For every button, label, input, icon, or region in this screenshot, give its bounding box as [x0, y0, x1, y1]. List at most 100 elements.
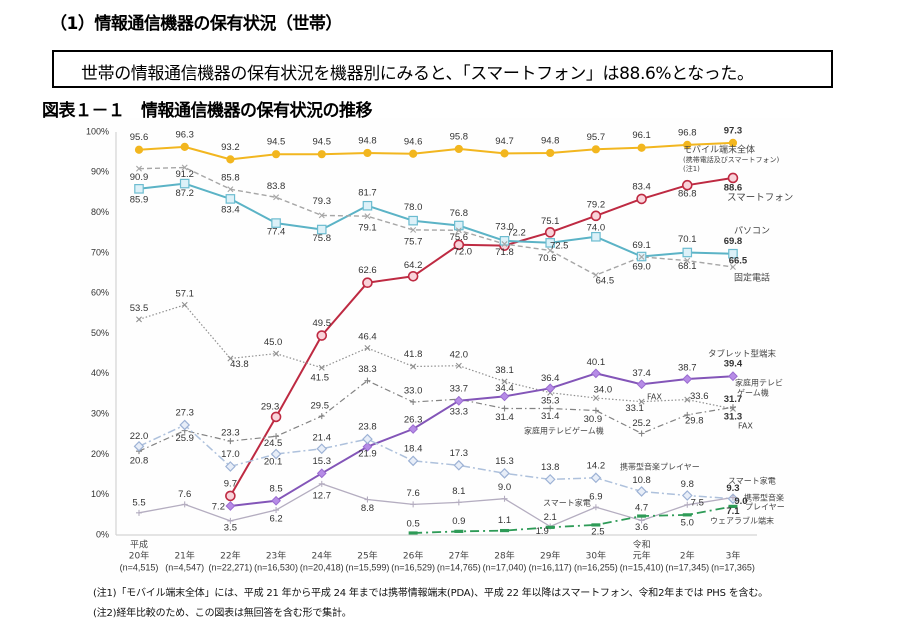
smartphone-point — [407, 270, 419, 282]
tablet-point — [408, 424, 419, 434]
music-player-point — [179, 419, 191, 431]
smart-appliance-point — [638, 517, 645, 524]
landline-point — [410, 226, 417, 233]
fax-value-label: 53.5 — [130, 303, 149, 314]
smartphone-value-label: 64.2 — [404, 260, 423, 271]
x-tick-year: 30年 — [586, 550, 606, 562]
smartphone-point — [270, 411, 282, 423]
x-tick-sample-size: (n=17,345) — [665, 562, 709, 572]
fax-value-label: 46.4 — [358, 332, 377, 343]
music-player-value-label: 23.8 — [358, 422, 377, 433]
fax-value-label: 31.3 — [724, 411, 743, 422]
fax-point — [364, 345, 371, 351]
mobile-total-value-label: 95.8 — [450, 131, 469, 142]
game-console-value-label: 33.7 — [450, 384, 469, 395]
landline-value-label: 70.6 — [538, 253, 557, 264]
fax-point — [455, 362, 462, 369]
landline-point — [638, 253, 645, 260]
music-player-value-label: 10.8 — [632, 475, 651, 486]
smartphone-point — [727, 172, 739, 184]
line-chart: 0%10%20%30%40%50%60%70%80%90%100%平成20年(n… — [80, 118, 800, 580]
mobile-total-value-label: 94.5 — [267, 137, 286, 148]
pc-point — [591, 231, 601, 242]
smart-appliance-point — [318, 480, 325, 487]
wearable-value-label: 7.1 — [726, 506, 740, 517]
game-console-point — [410, 399, 417, 406]
music-player-point — [590, 472, 602, 484]
tablet-point — [453, 395, 464, 406]
tablet-value-label: 21.9 — [358, 448, 377, 459]
game-console-point — [638, 430, 645, 437]
music-player-value-label: 22.0 — [130, 431, 149, 442]
mobile-total-value-label: 94.5 — [313, 137, 332, 148]
music-player-point — [544, 474, 556, 485]
smart-appliance-point — [455, 499, 462, 506]
tablet-point — [316, 468, 327, 479]
y-tick-label: 10% — [91, 489, 109, 499]
landline-value-label: 68.1 — [678, 261, 697, 272]
landline-value-label: 83.8 — [267, 181, 286, 192]
pc-point — [408, 215, 418, 226]
tablet-line — [230, 372, 734, 507]
mobile-total-value-label: 94.8 — [358, 135, 377, 146]
game-console-point — [227, 438, 234, 445]
series-lines — [138, 141, 734, 534]
game-console-point — [364, 377, 371, 384]
game-console-series-label: ゲーム機 — [737, 388, 769, 398]
tablet-value-label: 38.7 — [678, 363, 697, 374]
pc-value-label: 69.8 — [724, 236, 743, 247]
landline-line — [138, 166, 734, 276]
game-console-series-label: 家庭用テレビ — [735, 378, 783, 388]
x-tick-sample-size: (n=16,117) — [529, 562, 572, 572]
pc-point — [179, 178, 190, 189]
smartphone-point — [362, 277, 373, 289]
series-markers — [133, 138, 739, 535]
x-tick-sample-size: (n=4,515) — [120, 562, 159, 572]
game-console-value-label: 30.9 — [584, 414, 603, 425]
wearable-value-label: 5.0 — [681, 517, 694, 528]
pc-point — [271, 218, 281, 228]
pc-point — [316, 224, 327, 235]
fax-point — [318, 364, 325, 371]
game-console-value-label: 20.8 — [130, 456, 149, 467]
mobile-total-point — [500, 149, 509, 158]
smartphone-value-label: 9.7 — [224, 478, 237, 489]
music-player-point — [316, 443, 328, 455]
wearable-value-label: 0.9 — [452, 516, 465, 527]
mobile-total-point — [317, 150, 326, 159]
game-console-value-label: 25.9 — [175, 433, 194, 444]
mobile-total-line — [138, 141, 734, 161]
smart-appliance-point — [227, 517, 234, 524]
wearable-series-label: ウェアラブル端末 — [710, 516, 774, 526]
landline-value-label: 75.6 — [450, 232, 469, 243]
x-tick-year: 26年 — [403, 550, 423, 562]
smartphone-point — [590, 210, 602, 222]
music-player-point — [453, 459, 465, 471]
music-player-value-label: 27.3 — [175, 407, 194, 418]
music-player-value-label: 15.3 — [495, 456, 514, 467]
smart-appliance-value-label: 6.2 — [269, 514, 282, 525]
music-player-point — [225, 461, 236, 472]
tablet-value-label: 33.3 — [450, 406, 469, 417]
x-tick-sample-size: (n=4,547) — [165, 562, 204, 572]
wearable-point — [454, 529, 464, 533]
x-tick-sample-size: (n=14,765) — [437, 562, 481, 572]
y-tick-label: 90% — [91, 167, 109, 177]
smart-appliance-point — [273, 507, 280, 514]
fax-point — [181, 301, 188, 308]
tablet-value-label: 37.4 — [632, 368, 651, 379]
smart-appliance-value-label: 12.7 — [313, 490, 332, 501]
smart-appliance-value-label: 7.6 — [407, 488, 420, 499]
smart-appliance-point — [729, 494, 736, 501]
footnote-2: (注2)経年比較のため、この図表は無回答を含む形で集計。 — [93, 608, 352, 619]
landline-value-label: 66.5 — [729, 256, 748, 267]
music-player-point — [133, 440, 145, 452]
smart-appliance-value-label: 6.9 — [589, 492, 602, 503]
pc-value-label: 75.8 — [313, 233, 332, 244]
y-tick-label: 30% — [91, 408, 109, 418]
game-console-point — [501, 405, 508, 412]
smart-appliance-value-label: 2.1 — [544, 512, 557, 523]
music-player-inline-label: 携帯型音楽プレイヤー — [620, 462, 700, 472]
game-console-value-label: 25.2 — [632, 418, 651, 429]
footnotes: (注1)「モバイル端末全体」には、平成 21 年から平成 24 年までは携帯情報… — [93, 584, 768, 624]
